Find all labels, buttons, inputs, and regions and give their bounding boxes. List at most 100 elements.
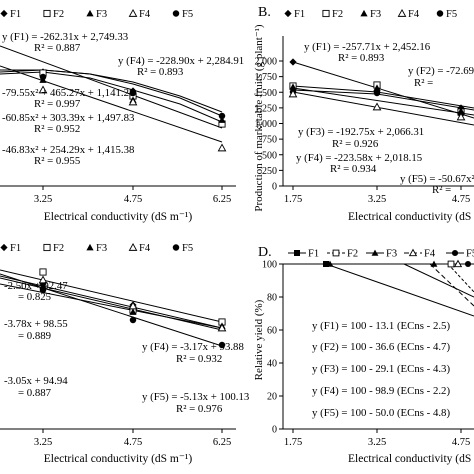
legend-marker-f3 bbox=[371, 249, 379, 256]
panel-b: B. F1 F2 F3 F4 F5 0 250 500 750 1,000 1,250 1,500 1… bbox=[253, 5, 474, 223]
equation-text: y (F5) = -5.13x + 100.13 bbox=[142, 391, 249, 403]
equation-text: = 0.825 bbox=[18, 291, 51, 303]
data-point bbox=[39, 282, 47, 289]
equation-text: y (F3) = 100 - 29.1 (ECns - 4.3) bbox=[312, 363, 450, 375]
x-tick-label: 4.75 bbox=[124, 437, 142, 448]
data-point bbox=[218, 116, 226, 123]
legend-marker-f4 bbox=[128, 8, 138, 17]
panel-a: F1 F2 F3 F4 F5 3.25 4.75 6.25 y (F1) = -262.31… bbox=[0, 8, 244, 223]
fit-line-f1 bbox=[0, 45, 223, 129]
y-tick-label: 0 bbox=[272, 182, 277, 193]
equation-text: R² = 0.955 bbox=[34, 155, 80, 167]
equation-text: R² = bbox=[432, 184, 451, 196]
legend-marker-f4 bbox=[397, 8, 407, 17]
legend-marker-f4 bbox=[408, 248, 418, 257]
x-ticks-d: 1.75 3.25 4.75 bbox=[284, 429, 470, 448]
legend-label-f4: F4 bbox=[139, 9, 151, 20]
equation-text: y (F1) = -262.31x + 2,749.33 bbox=[2, 31, 128, 43]
legend-label-f2: F2 bbox=[53, 243, 64, 254]
fit-line-f3 bbox=[0, 277, 223, 331]
x-tick-label: 3.25 bbox=[368, 437, 386, 448]
y-tick-label: 1,250 bbox=[255, 103, 278, 114]
legend-label-f1: F1 bbox=[308, 249, 319, 260]
y-tick-label: 1,500 bbox=[255, 88, 278, 99]
equation-text: = 0.889 bbox=[18, 330, 51, 342]
legend-label-f5: F5 bbox=[466, 249, 474, 260]
legend-d: F1 F2 F3 F4 F5 bbox=[288, 249, 474, 260]
legend-label-f3: F3 bbox=[386, 249, 397, 260]
y-tick-label: 500 bbox=[262, 150, 277, 161]
fit-line-f4 bbox=[0, 283, 223, 329]
x-tick-label: 3.25 bbox=[34, 437, 52, 448]
y-tick-label: 2,000 bbox=[255, 57, 278, 68]
legend-marker-f3 bbox=[86, 243, 94, 251]
data-point bbox=[456, 112, 466, 121]
points-c bbox=[38, 268, 227, 349]
fit-line-f3 bbox=[292, 87, 474, 116]
equation-text: y (F4) = -3.17x + 93.88 bbox=[142, 341, 244, 353]
data-point bbox=[129, 308, 137, 315]
y-tick-label: 20 bbox=[267, 392, 277, 403]
equation-text: y (F5) = -50.67x² + bbox=[400, 173, 474, 185]
equation-text: -2.50x + 92.47 bbox=[4, 280, 68, 292]
legend-c: F1 F2 F3 F4 F5 bbox=[0, 242, 193, 254]
legend-marker-f3 bbox=[86, 9, 94, 17]
x-tick-label: 3.25 bbox=[34, 194, 52, 205]
panel-label-d: D. bbox=[258, 245, 272, 260]
y-tick-label: 750 bbox=[262, 135, 277, 146]
legend-marker-f5 bbox=[172, 10, 180, 17]
panel-label-b: B. bbox=[258, 5, 271, 20]
legend-label-f2: F2 bbox=[53, 9, 64, 20]
legend-label-f1: F1 bbox=[10, 243, 21, 254]
y-tick-label: 60 bbox=[267, 326, 277, 337]
legend-label-f5: F5 bbox=[446, 9, 457, 20]
x-axis-label-d: Electrical conductivity (dS m bbox=[348, 453, 474, 465]
legend-marker-f1 bbox=[294, 250, 300, 256]
data-point bbox=[38, 85, 48, 94]
legend-marker-f4 bbox=[128, 242, 138, 251]
data-point bbox=[217, 143, 227, 152]
legend-label-f4: F4 bbox=[408, 9, 420, 20]
y-tick-label: 100 bbox=[262, 260, 277, 271]
legend-marker-f1 bbox=[0, 243, 8, 252]
x-axis-label-a: Electrical conductivity (dS m⁻¹) bbox=[44, 211, 193, 223]
equation-text: R² = 0.887 bbox=[34, 42, 81, 54]
legend-label-f5: F5 bbox=[182, 9, 193, 20]
fit-line-f4 bbox=[292, 91, 474, 126]
marker-f3 bbox=[326, 260, 334, 267]
legend-marker-f1 bbox=[284, 9, 292, 18]
marker-f5 bbox=[464, 260, 472, 268]
equation-text: -3.78x + 98.55 bbox=[4, 318, 68, 330]
legend-marker-f2 bbox=[43, 243, 51, 252]
equation-text: y (F4) = -223.58x + 2,018.15 bbox=[296, 152, 422, 164]
x-tick-label: 4.75 bbox=[124, 194, 142, 205]
legend-label-f1: F1 bbox=[10, 9, 21, 20]
equations-c: -2.50x + 92.47= 0.825-3.78x + 98.55= 0.8… bbox=[4, 280, 249, 415]
fit-curve-f3 bbox=[0, 71, 223, 123]
data-point bbox=[38, 275, 48, 284]
equation-text: = 0.887 bbox=[18, 387, 52, 399]
x-tick-label: 4.75 bbox=[452, 194, 470, 205]
y-ticks-b: 0 250 500 750 1,000 1,250 1,500 1,750 2,000 bbox=[255, 57, 283, 193]
equation-text: y (F3) = -192.75x + 2,066.31 bbox=[298, 126, 424, 138]
equation-text: R² = 0.932 bbox=[176, 353, 222, 365]
equation-text: y (F2) = 100 - 36.6 (ECns - 4.7) bbox=[312, 341, 450, 353]
legend-marker-f2 bbox=[332, 249, 340, 257]
equation-text: R² = 0.893 bbox=[338, 52, 384, 64]
fit-line-f1 bbox=[292, 61, 474, 119]
marker-f1 bbox=[323, 261, 329, 267]
points-b bbox=[288, 58, 466, 121]
fit-lines-c bbox=[0, 269, 223, 347]
data-point bbox=[218, 341, 226, 349]
data-point bbox=[39, 73, 47, 81]
yield-line-f4 bbox=[429, 263, 474, 307]
data-point bbox=[373, 89, 381, 97]
data-point bbox=[128, 301, 138, 310]
fit-curve-f5 bbox=[0, 69, 223, 113]
panel-c: F1 F2 F3 F4 F5 3.25 4.75 6.25 -2.50x + 92.47= … bbox=[0, 242, 249, 465]
points-a bbox=[38, 68, 227, 152]
x-tick-label: 4.75 bbox=[452, 437, 470, 448]
y-tick-label: 40 bbox=[267, 359, 277, 370]
